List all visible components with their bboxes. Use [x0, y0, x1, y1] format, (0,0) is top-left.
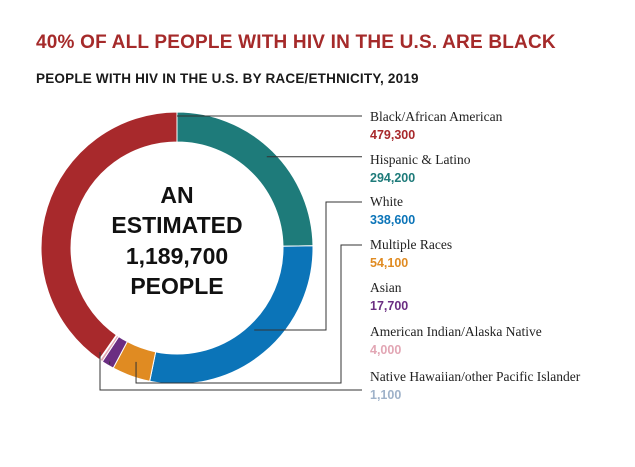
- legend-label-american-indian-alaska-native: American Indian/Alaska Native: [370, 324, 542, 339]
- legend-value-black-african-american: 479,300: [370, 128, 415, 142]
- donut-slice-black-african-american: [40, 111, 178, 361]
- leader-line-multiple: [135, 244, 362, 384]
- leader-line-white: [254, 201, 362, 331]
- chart-subtitle: PEOPLE WITH HIV IN THE U.S. BY RACE/ETHN…: [36, 71, 419, 86]
- center-text-line: PEOPLE: [130, 273, 223, 299]
- legend-label-native-hawaiian-other-pacific-islander: Native Hawaiian/other Pacific Islander: [370, 369, 581, 384]
- legend-value-white: 338,600: [370, 213, 415, 227]
- legend-value-hispanic-latino: 294,200: [370, 171, 415, 185]
- legend-label-multiple-races: Multiple Races: [370, 237, 452, 252]
- legend-label-black-african-american: Black/African American: [370, 109, 503, 124]
- legend-label-white: White: [370, 194, 403, 209]
- legend-value-asian: 17,700: [370, 299, 408, 313]
- legend-value-native-hawaiian-other-pacific-islander: 1,100: [370, 388, 401, 402]
- leader-line-native: [99, 352, 362, 391]
- chart-title: 40% OF ALL PEOPLE WITH HIV IN THE U.S. A…: [36, 32, 556, 53]
- legend-value-multiple-races: 54,100: [370, 256, 408, 270]
- legend-value-american-indian-alaska-native: 4,000: [370, 343, 401, 357]
- center-text-line: ESTIMATED: [111, 212, 242, 238]
- center-text-line: AN: [160, 182, 193, 208]
- legend-label-hispanic-latino: Hispanic & Latino: [370, 152, 471, 167]
- legend-label-asian: Asian: [370, 280, 402, 295]
- center-text-line: 1,189,700: [126, 243, 228, 269]
